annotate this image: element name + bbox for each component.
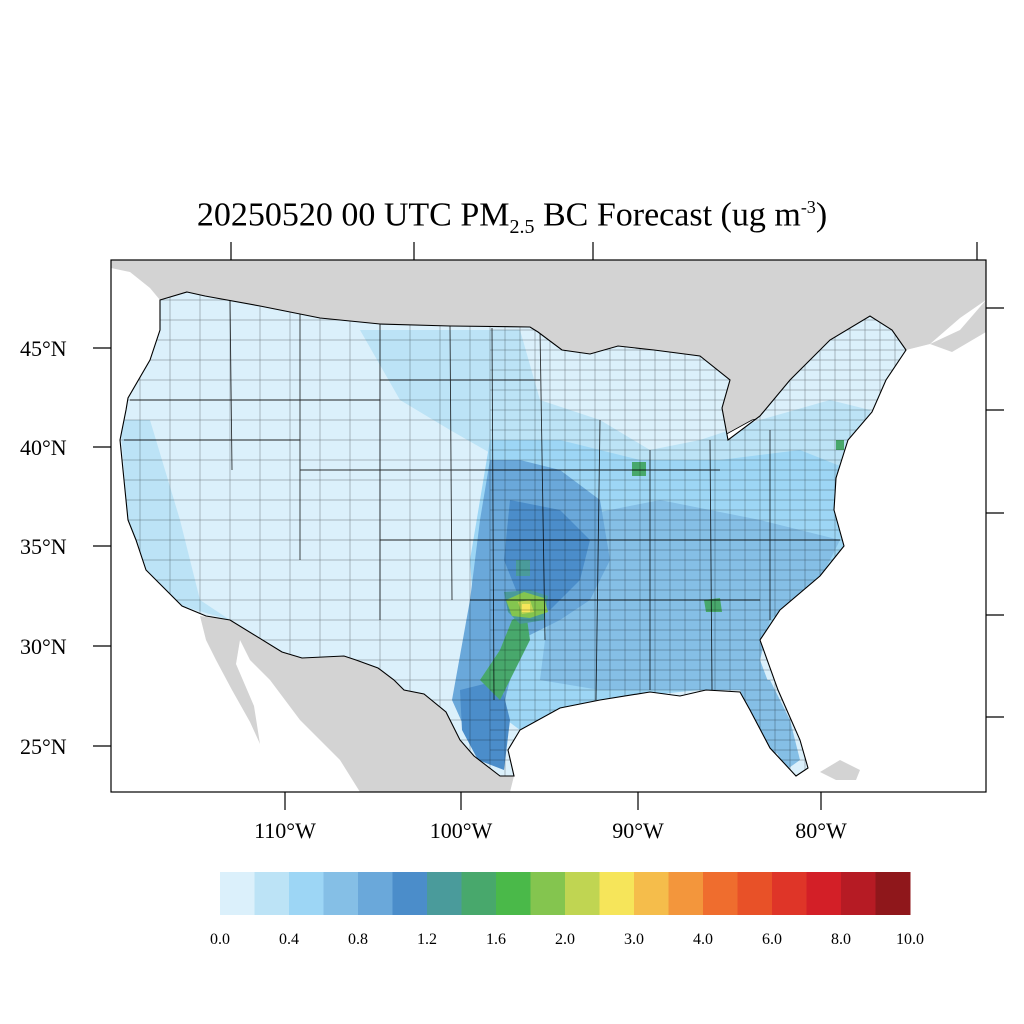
state-boundaries xyxy=(124,299,840,701)
lon-label-110: 110°W xyxy=(254,818,316,843)
lat-label-25: 25°N xyxy=(20,734,67,759)
colorbar-label: 0.4 xyxy=(279,931,299,948)
colorbar-label: 0.8 xyxy=(348,931,368,948)
colorbar-swatch xyxy=(668,872,704,915)
title-prefix: 20250520 00 UTC PM xyxy=(196,196,510,234)
colorbar-swatch xyxy=(530,872,566,915)
colorbar-label: 10.0 xyxy=(896,931,924,948)
colorbar-swatch xyxy=(323,872,359,915)
colorbar-label: 4.0 xyxy=(693,931,713,948)
colorbar-swatch xyxy=(703,872,738,915)
colorbar-label: 3.0 xyxy=(624,931,644,948)
us-outline xyxy=(119,291,907,777)
lon-label-80: 80°W xyxy=(795,818,847,843)
map-title: 20250520 00 UTC PM2.5 BC Forecast (ug m-… xyxy=(0,183,1024,251)
colorbar-swatch xyxy=(841,872,876,915)
colorbar-swatch xyxy=(496,872,531,915)
axis-ticks xyxy=(93,242,1004,810)
colorbar-swatch xyxy=(254,872,290,915)
colorbar-swatch xyxy=(875,872,911,915)
colorbar-swatch xyxy=(737,872,773,915)
colorbar-swatch xyxy=(806,872,842,915)
cuba-land xyxy=(820,760,860,780)
colorbar-label: 0.0 xyxy=(210,931,230,948)
title-middle: BC Forecast (ug m xyxy=(534,196,801,234)
colorbar-swatch xyxy=(358,872,393,915)
colorbar-swatch xyxy=(289,872,324,915)
colorbar-swatch xyxy=(461,872,497,915)
lon-label-100: 100°W xyxy=(430,818,493,843)
colorbar: 0.0 0.4 0.8 1.2 1.6 2.0 3.0 4.0 6.0 8.0 10.0 xyxy=(210,872,924,948)
mexico-land xyxy=(200,616,514,792)
title-superscript: -3 xyxy=(800,197,816,217)
colorbar-swatch xyxy=(427,872,462,915)
colorbar-swatch xyxy=(634,872,669,915)
colorbar-swatch xyxy=(599,872,635,915)
colorbar-label: 8.0 xyxy=(831,931,851,948)
colorbar-label: 1.2 xyxy=(417,931,437,948)
colorbar-label: 2.0 xyxy=(555,931,575,948)
lat-label-35: 35°N xyxy=(20,534,67,559)
map-background xyxy=(111,260,986,792)
colorbar-swatch xyxy=(772,872,807,915)
colorbar-label: 6.0 xyxy=(762,931,782,948)
lat-label-30: 30°N xyxy=(20,634,67,659)
lat-label-40: 40°N xyxy=(20,435,67,460)
title-subscript: 2.5 xyxy=(509,216,535,239)
map-frame xyxy=(110,259,987,793)
lat-label-45: 45°N xyxy=(20,336,67,361)
title-suffix: ) xyxy=(815,196,828,234)
colorbar-swatch xyxy=(565,872,600,915)
colorbar-swatch xyxy=(392,872,428,915)
nova-scotia xyxy=(930,300,986,352)
lon-label-90: 90°W xyxy=(612,818,664,843)
colorbar-swatch xyxy=(220,872,255,915)
canada-land xyxy=(111,260,986,440)
colorbar-label: 1.6 xyxy=(486,931,506,948)
